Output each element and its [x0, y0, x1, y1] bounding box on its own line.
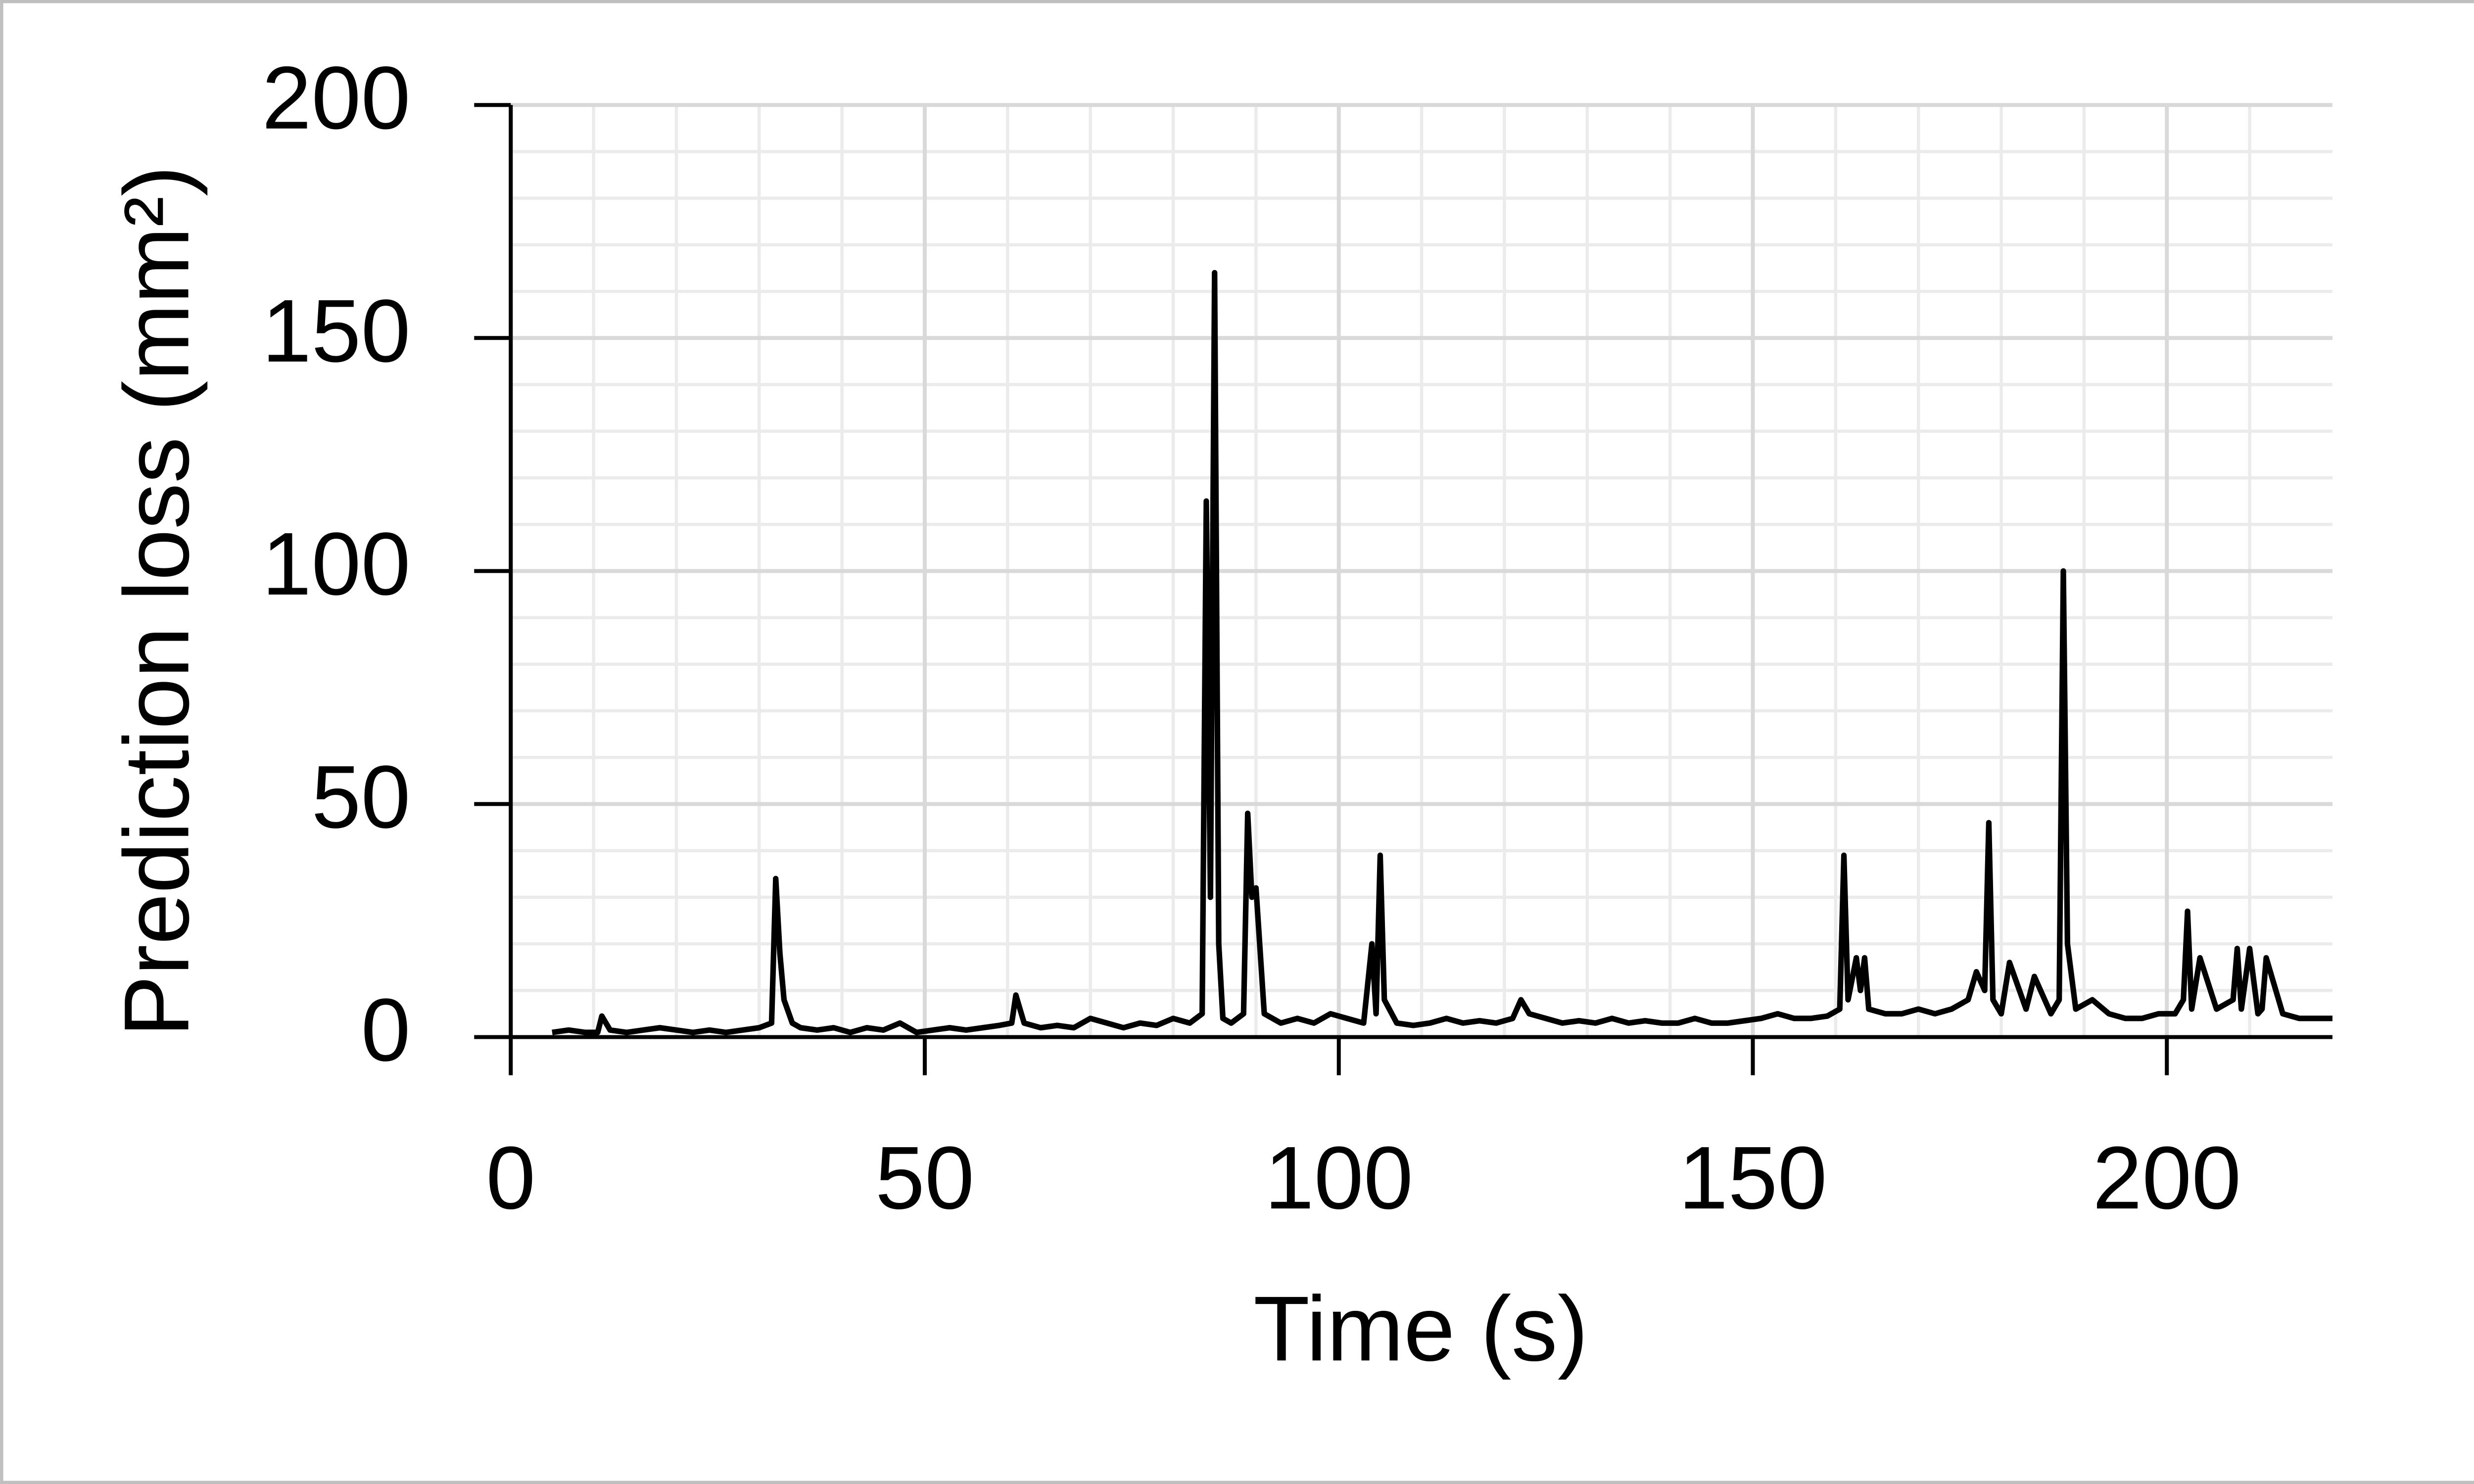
- x-axis-label: Time (s): [1253, 1277, 1588, 1380]
- x-tick-label: 50: [875, 1128, 974, 1228]
- plot: [552, 270, 2332, 1035]
- x-tick-label: 200: [2093, 1128, 2241, 1228]
- x-tick-label: 0: [486, 1128, 535, 1228]
- y-tick-label: 100: [262, 514, 410, 614]
- y-axis-label: Prediction loss (mm²): [105, 166, 208, 1037]
- y-tick-label: 50: [311, 747, 410, 847]
- data-line: [552, 270, 2332, 1035]
- x-tick-label: 150: [1678, 1128, 1827, 1228]
- y-tick-label: 0: [361, 980, 411, 1080]
- grid: 0 50 100 150 200 0 50 100 150 200: [262, 48, 2332, 1228]
- y-tick-label: 150: [262, 281, 410, 381]
- y-tick-label: 200: [262, 48, 410, 148]
- x-tick-label: 100: [1265, 1128, 1413, 1228]
